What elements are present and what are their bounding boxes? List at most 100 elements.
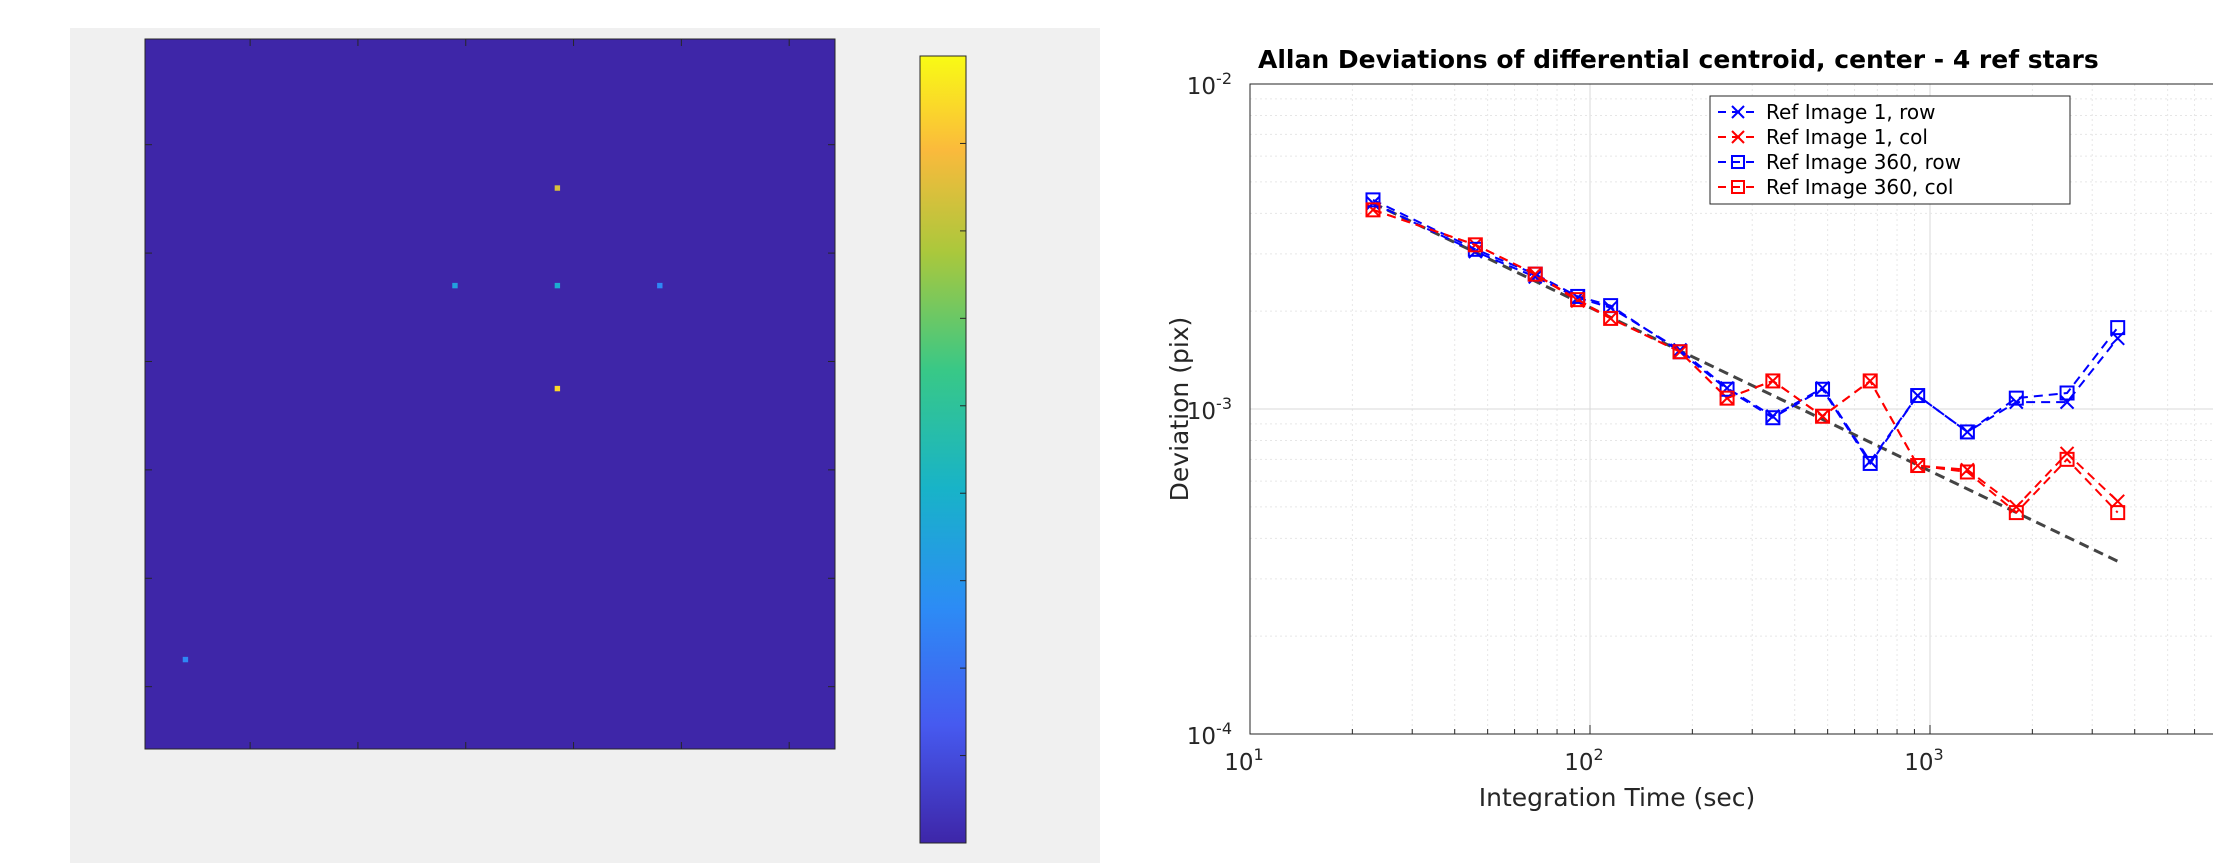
x-marker-stroke: [1672, 344, 1688, 359]
legend-label: Ref Image 1, row: [1766, 100, 1936, 124]
square-marker: [1719, 381, 1735, 397]
square-marker: [1467, 237, 1483, 253]
x-tick-label-exp: 3: [1934, 745, 1944, 764]
data-point: [1527, 266, 1543, 282]
data-point: [1815, 381, 1831, 397]
square-marker: [1527, 266, 1543, 282]
heatmap-panel: [70, 28, 1100, 863]
y-tick-label: 10-4: [1187, 719, 1232, 750]
data-point: [1910, 388, 1926, 404]
data-point: [2059, 385, 2075, 401]
square-marker: [2008, 390, 2024, 406]
x-tick-label-base: 10: [1224, 750, 1253, 776]
square-marker: [2008, 505, 2024, 521]
square-marker: [2059, 385, 2075, 401]
legend-entry: Ref Image 360, row: [1718, 150, 1961, 174]
grid: [1250, 84, 2213, 734]
data-point: [1862, 455, 1878, 471]
heatmap-chart: [144, 38, 967, 844]
x-tick-label: 103: [1904, 745, 1943, 776]
square-marker: [2110, 505, 2126, 521]
x-marker-stroke: [2059, 394, 2075, 410]
square-marker: [1603, 310, 1619, 326]
x-marker-stroke: [1731, 105, 1745, 119]
x-tick-label-base: 10: [1904, 750, 1933, 776]
x-tick-label: 102: [1564, 745, 1603, 776]
legend-box: [1709, 95, 2071, 205]
square-marker: [1672, 344, 1688, 360]
axes-box: [1249, 83, 2213, 735]
heatmap-point-left: [452, 282, 458, 289]
square-marker: [1815, 408, 1831, 424]
data-point: [2008, 390, 2024, 406]
square-marker: [1365, 192, 1381, 208]
series-line: [1372, 198, 2119, 466]
square-marker: [1862, 455, 1878, 471]
data-point: [1765, 373, 1781, 389]
series-line: [1372, 208, 2119, 514]
chart-title: Allan Deviations of differential centroi…: [1258, 45, 2099, 74]
square-marker: [1815, 381, 1831, 397]
series-3: [1365, 202, 2126, 521]
data-point: [1570, 292, 1586, 308]
data-point: [2008, 505, 2024, 521]
data-point: [2110, 320, 2126, 336]
legend-entry: Ref Image 1, row: [1718, 100, 1936, 124]
square-marker: [1910, 388, 1926, 404]
data-point: [2059, 451, 2075, 467]
legend-label: Ref Image 360, row: [1766, 150, 1961, 174]
y-tick-label-exp: -2: [1216, 69, 1232, 88]
y-tick-label: 10-2: [1187, 69, 1232, 100]
data-point: [1910, 458, 1926, 474]
data-point: [1528, 266, 1543, 282]
square-marker: [2059, 451, 2075, 467]
square-marker: [1731, 155, 1745, 169]
plot-lines: [1365, 192, 2126, 563]
y-tick-label: 10-3: [1187, 394, 1232, 425]
square-marker: [2110, 320, 2126, 336]
legend-label: Ref Image 360, col: [1766, 175, 1953, 199]
square-marker: [1765, 373, 1781, 389]
allan-deviation-panel: 101 102 103 10-4 10-3 10-2 Allan Deviations of…: [1150, 28, 2213, 818]
x-tick-label-exp: 1: [1254, 745, 1264, 764]
data-point: [1765, 410, 1781, 426]
x-marker-stroke: [1960, 424, 1975, 440]
data-point: [1719, 390, 1735, 406]
square-marker: [1570, 292, 1586, 308]
data-point: [1365, 202, 1381, 218]
data-point: [1815, 408, 1831, 424]
square-marker: [1731, 180, 1745, 194]
x-marker-stroke: [1910, 458, 1925, 473]
y-tick-label-base: 10: [1187, 74, 1216, 100]
data-point: [1603, 310, 1619, 326]
data-point: [1467, 237, 1483, 253]
square-marker: [1910, 458, 1926, 474]
data-point: [2059, 394, 2075, 410]
x-marker-stroke: [1731, 130, 1745, 144]
x-marker-stroke: [1528, 266, 1543, 282]
data-point: [1910, 458, 1925, 473]
legend-label: Ref Image 1, col: [1766, 125, 1928, 149]
x-axis-label: Integration Time (sec): [1479, 783, 1756, 812]
square-marker: [1765, 410, 1781, 426]
square-marker: [1862, 373, 1878, 389]
colorbar: [919, 55, 967, 844]
data-point: [1719, 381, 1735, 397]
legend-entry: Ref Image 1, col: [1718, 125, 1928, 149]
square-marker: [1365, 202, 1381, 218]
data-point: [1365, 192, 1381, 208]
data-point: [1672, 344, 1688, 360]
heatmap-point-bottom: [554, 385, 561, 392]
heatmap-image-area: [144, 38, 836, 750]
data-point: [1959, 464, 1975, 480]
x-tick-label-exp: 2: [1594, 745, 1604, 764]
data-point: [1959, 424, 1975, 440]
data-point: [2110, 505, 2126, 521]
y-axis-label: Deviation (pix): [1165, 317, 1194, 502]
x-tick-label: 101: [1224, 745, 1263, 776]
heatmap-point-corner: [182, 656, 189, 663]
legend-entry: Ref Image 360, col: [1718, 175, 1953, 199]
square-marker: [1959, 424, 1975, 440]
y-tick-label-base: 10: [1187, 399, 1216, 425]
